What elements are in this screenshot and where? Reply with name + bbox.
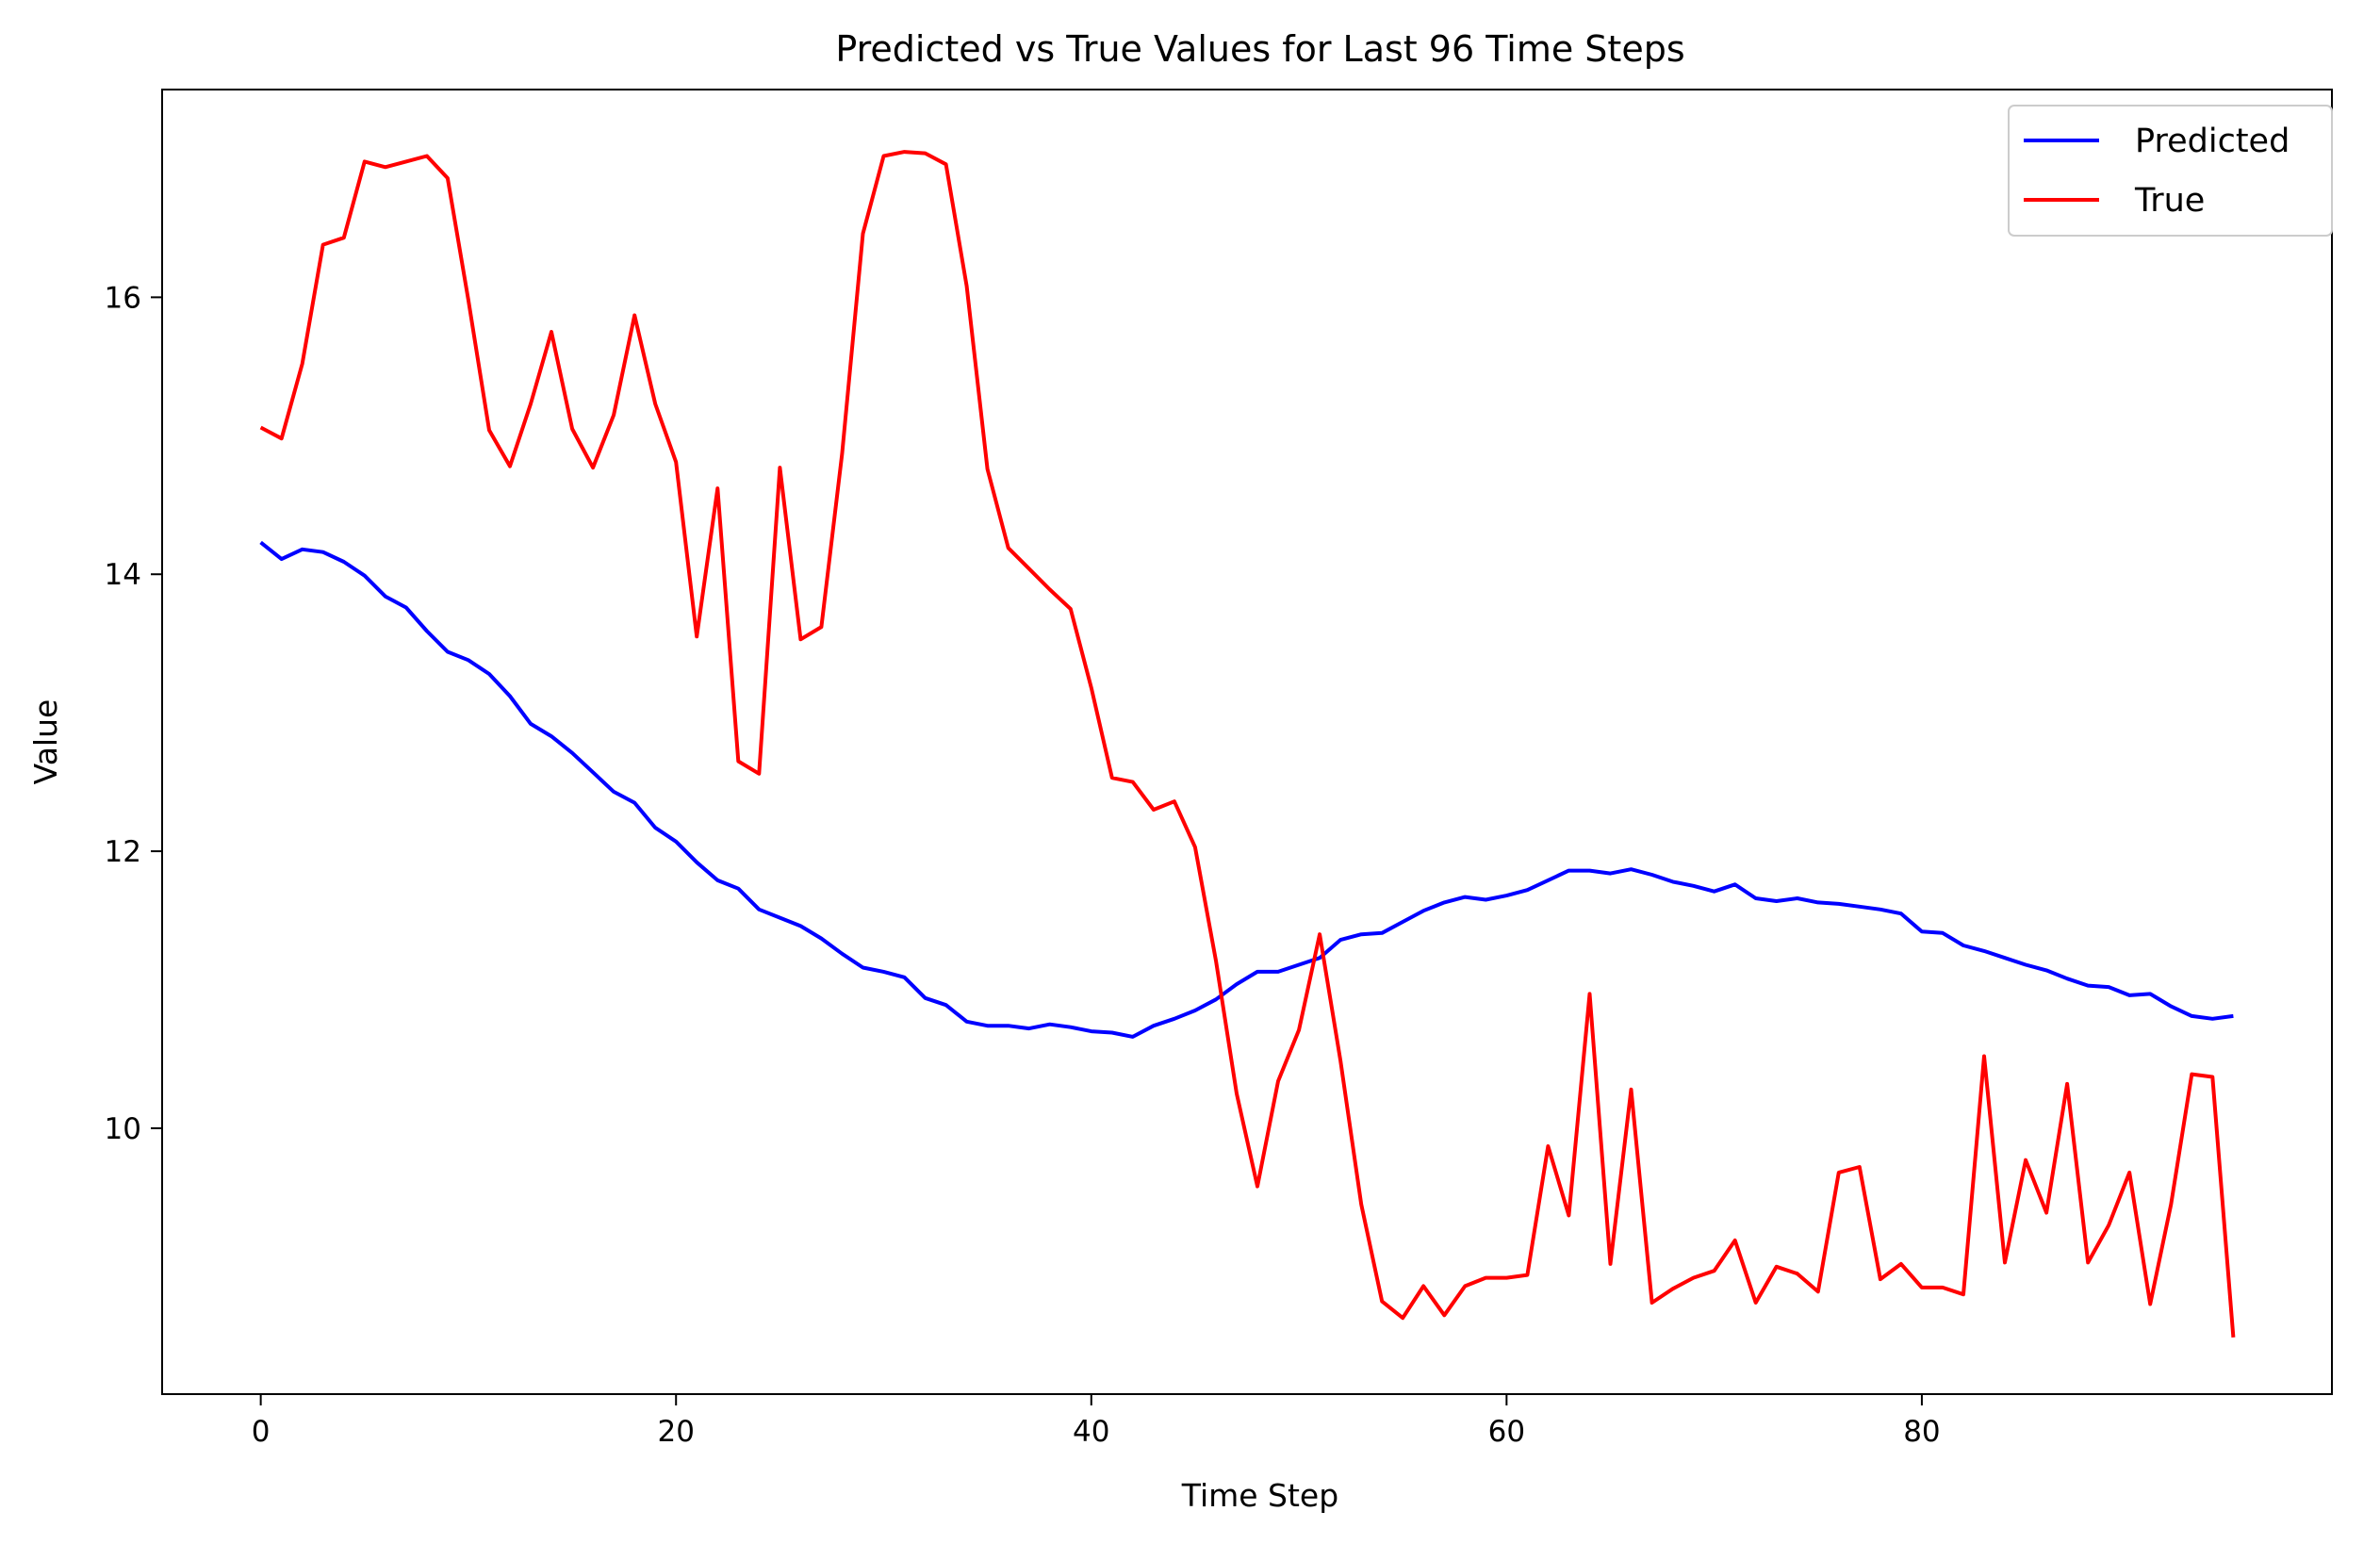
legend: Predicted True [2008, 105, 2333, 237]
y-axis-label: Value [27, 699, 64, 785]
legend-label-predicted: Predicted [2135, 123, 2290, 160]
y-tick-label: 12 [105, 835, 141, 869]
plot-area [161, 89, 2333, 1395]
x-tick-label: 0 [252, 1415, 271, 1449]
x-axis-ticks: 0 20 40 60 80 [252, 1394, 1941, 1449]
x-tick-label: 40 [1073, 1415, 1109, 1449]
x-tick-label: 80 [1903, 1415, 1940, 1449]
y-tick-label: 16 [105, 281, 141, 315]
legend-box [2008, 105, 2333, 237]
y-axis-ticks: 10 12 14 16 [105, 281, 162, 1146]
series-line-predicted [259, 540, 2234, 1039]
x-axis-label: Time Step [1181, 1477, 1338, 1514]
x-tick-label: 60 [1488, 1415, 1525, 1449]
y-tick-label: 14 [105, 558, 141, 592]
series-layer [259, 150, 2236, 1338]
legend-label-true: True [2134, 182, 2205, 220]
plot-frame [161, 89, 2333, 1395]
chart-title: Predicted vs True Values for Last 96 Tim… [835, 28, 1684, 70]
series-line-true [259, 150, 2236, 1338]
x-tick-label: 20 [657, 1415, 694, 1449]
y-tick-label: 10 [105, 1112, 141, 1146]
